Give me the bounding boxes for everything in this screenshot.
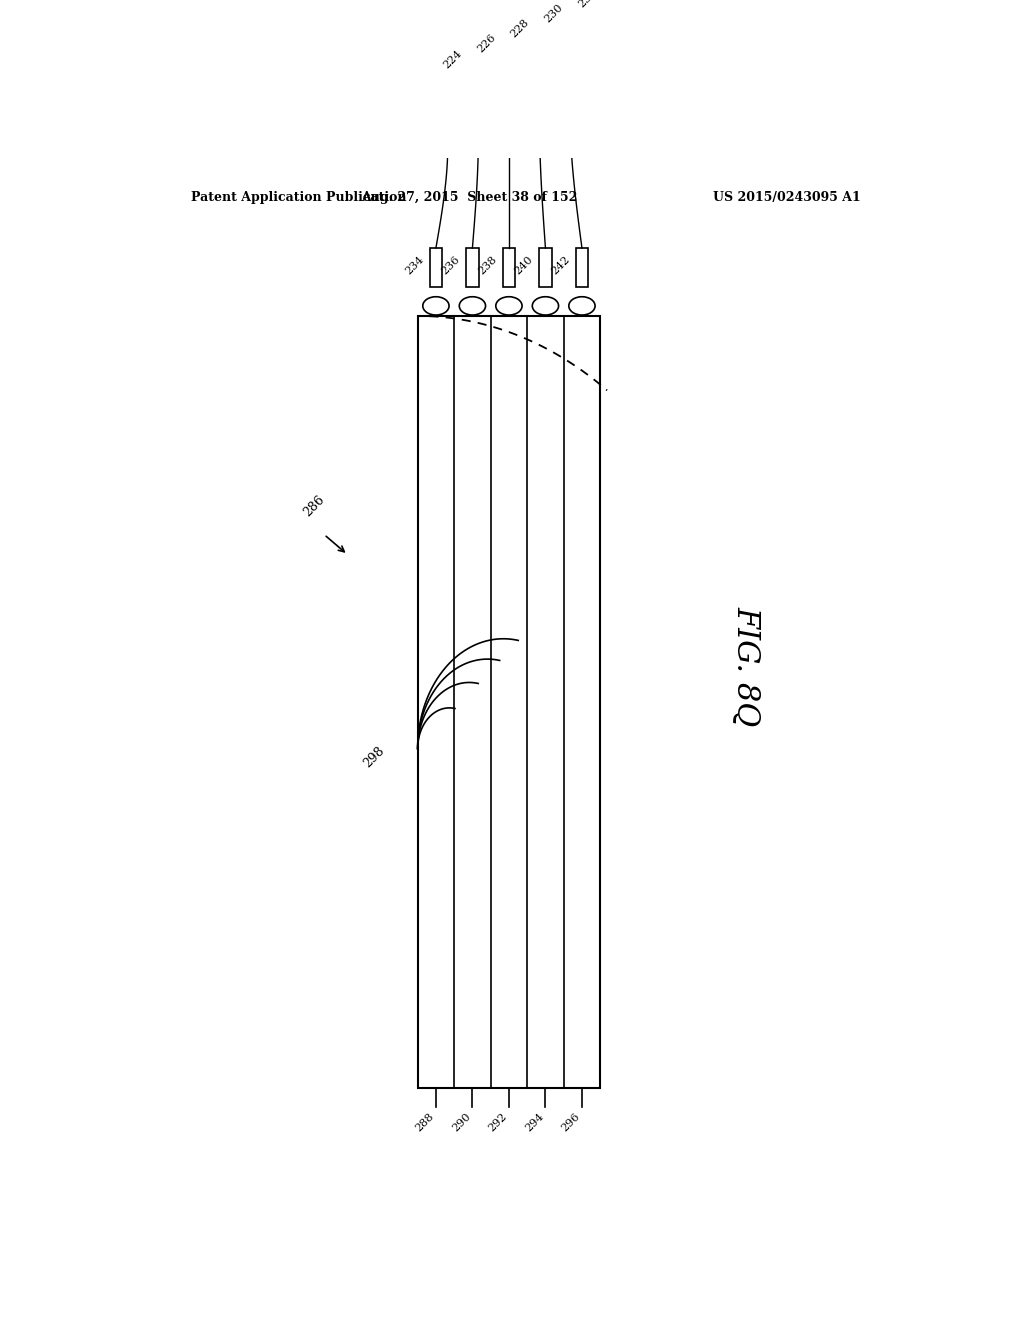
Text: 290: 290 (451, 1110, 472, 1133)
Ellipse shape (460, 297, 485, 315)
Ellipse shape (423, 297, 450, 315)
Bar (503, 248, 515, 286)
Bar (429, 248, 442, 286)
Text: 298: 298 (361, 743, 387, 770)
Text: FIG. 8Q: FIG. 8Q (731, 606, 763, 727)
Bar (539, 248, 552, 286)
Ellipse shape (568, 297, 595, 315)
Text: 294: 294 (523, 1110, 546, 1133)
Text: 240: 240 (513, 255, 536, 276)
Text: 232: 232 (577, 0, 598, 9)
Ellipse shape (496, 297, 522, 315)
Text: 286: 286 (301, 494, 328, 519)
Text: 228: 228 (509, 17, 531, 40)
Text: 234: 234 (403, 255, 426, 276)
Text: 292: 292 (486, 1110, 509, 1133)
Text: US 2015/0243095 A1: US 2015/0243095 A1 (713, 190, 860, 203)
Ellipse shape (532, 297, 558, 315)
Text: 296: 296 (560, 1110, 582, 1133)
Text: 236: 236 (440, 255, 462, 276)
Text: 238: 238 (476, 255, 499, 276)
Text: Aug. 27, 2015  Sheet 38 of 152: Aug. 27, 2015 Sheet 38 of 152 (361, 190, 578, 203)
Text: Patent Application Publication: Patent Application Publication (191, 190, 407, 203)
Text: 288: 288 (414, 1110, 436, 1133)
Bar (575, 248, 589, 286)
Bar (466, 248, 479, 286)
Text: 242: 242 (550, 255, 571, 276)
Bar (418, 315, 600, 1089)
Text: 230: 230 (543, 3, 565, 24)
Text: 224: 224 (441, 48, 464, 70)
Text: 226: 226 (475, 33, 498, 55)
